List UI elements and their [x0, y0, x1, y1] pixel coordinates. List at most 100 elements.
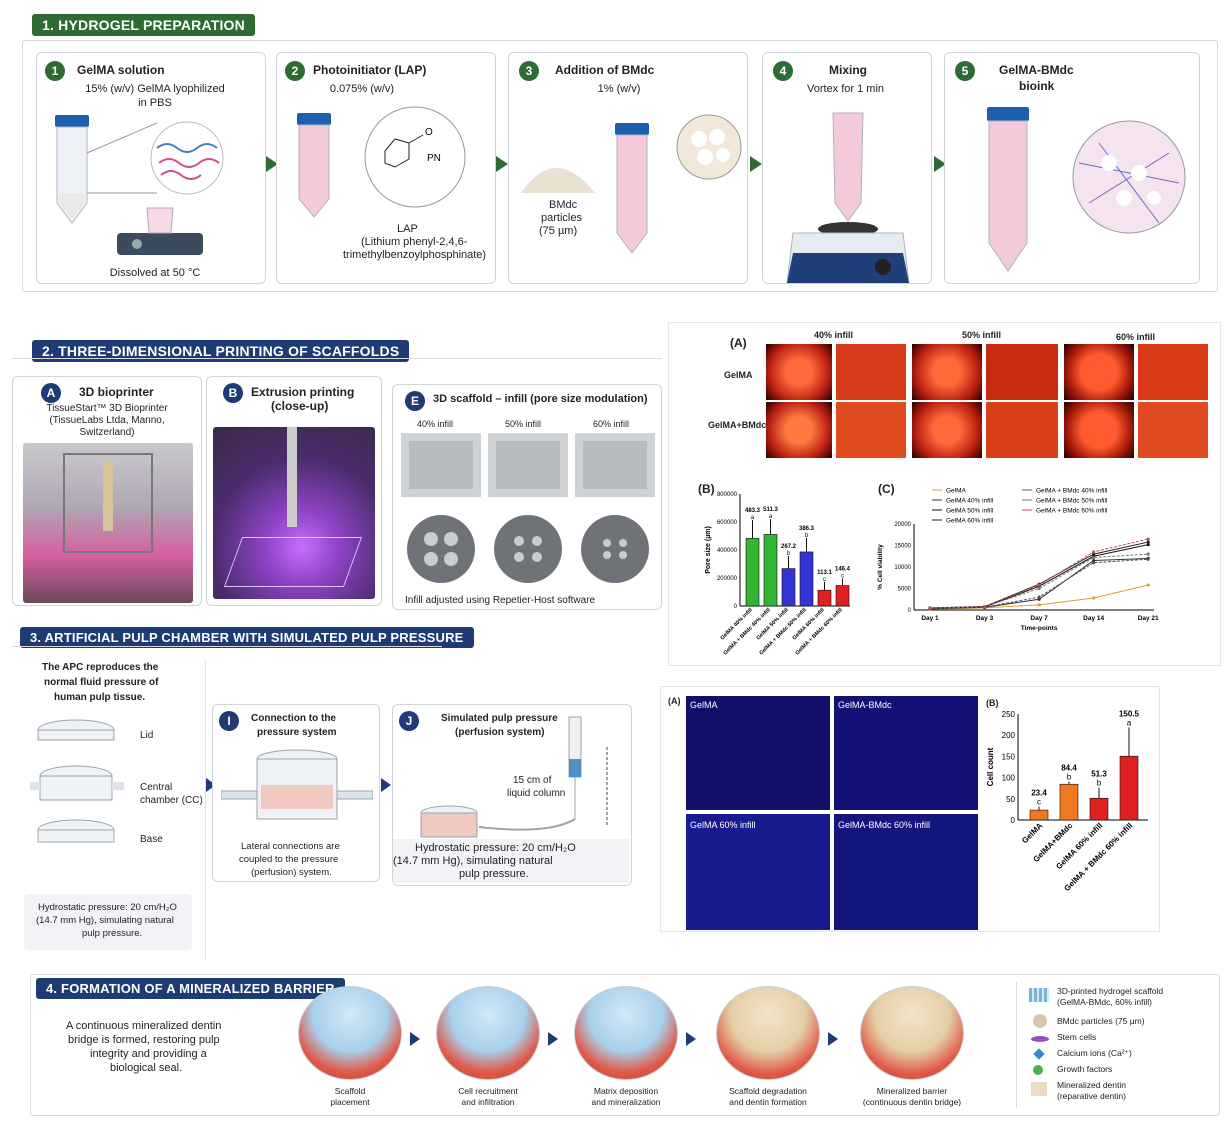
panel-a-title: 3D bioprinter — [79, 385, 154, 399]
viability-x-tick: Day 21 — [1138, 615, 1159, 622]
lap-label2: (Lithium phenyl-2,4,6- — [361, 236, 468, 248]
viability-point — [1146, 552, 1150, 556]
panel-e-infill: E 3D scaffold – infill (pore size modula… — [392, 384, 662, 610]
legend-calcium-icon — [1033, 1048, 1045, 1060]
panel-j-hp-3: pulp pressure. — [459, 868, 529, 880]
legend-scaffold-icon — [1029, 988, 1049, 1002]
panel-i-letter: I — [219, 711, 239, 731]
apc-exploded-illustration — [30, 719, 124, 843]
stage-arrow — [410, 1032, 420, 1046]
viability-legend-label: GelMA + BMdc 50% infill — [1036, 498, 1108, 505]
figure3-frame — [660, 686, 1160, 932]
arrow-3-4 — [750, 156, 762, 172]
pore-tick-label: 600000 — [717, 520, 738, 526]
panel-a-l2: (TissueLabs Ltda, Manno, — [49, 415, 165, 426]
apc-hp-2: (14.7 mm Hg), simulating natural — [36, 915, 174, 926]
viability-tick-label: 10000 — [894, 565, 911, 571]
legend-bmdc: BMdc particles (75 µm) — [1057, 1016, 1145, 1026]
count-bar — [1089, 797, 1109, 821]
fig2-label-c: (C) — [878, 482, 895, 496]
count-tick-label: 50 — [1006, 795, 1015, 804]
count-y-label: Cell count — [986, 747, 995, 786]
panel-i-d1: Lateral connections are — [241, 841, 340, 852]
fig2-row-gelma: GelMA — [724, 370, 753, 380]
gelma-tube-illustration — [55, 115, 224, 255]
count-bar — [1059, 783, 1079, 821]
pore-tick-label: 0 — [734, 604, 738, 610]
connection-illustration — [221, 749, 373, 820]
viability-x-tick: Day 1 — [921, 615, 939, 622]
extrusion-photo — [213, 427, 375, 599]
pore-bar — [745, 538, 760, 607]
apc-intro-2: normal fluid pressure of — [44, 677, 159, 688]
apc-hp-1: Hydrostatic pressure: 20 cm/H₂O — [38, 902, 177, 913]
pore-letter-label: c — [823, 577, 826, 583]
panel-j-perfusion: J Simulated pulp pressure (perfusion sys… — [392, 704, 632, 886]
count-letter-label: a — [1127, 718, 1132, 727]
step5-title: GelMA-BMdc — [999, 63, 1074, 77]
stage-label: Cell recruitment — [458, 1086, 518, 1096]
legend-dentin-2: (reparative dentin) — [1057, 1091, 1126, 1101]
stage-illustration — [436, 986, 540, 1080]
infill-label-40: 40% infill — [417, 419, 454, 429]
infill-label-50: 50% infill — [505, 419, 542, 429]
pore-tick-label: 400000 — [717, 548, 738, 554]
panel-a-letter: A — [41, 383, 61, 403]
stage-label: (continuous dentin bridge) — [862, 1097, 962, 1107]
stage-label: Mineralized barrier — [876, 1086, 948, 1096]
step4-card: 4 Mixing Vortex for 1 min — [762, 52, 932, 284]
fluorescence-red-grid — [766, 344, 1208, 458]
viability-legend-label: GelMA — [946, 488, 967, 495]
count-letter-label: b — [1097, 779, 1102, 788]
pore-bar — [817, 589, 832, 607]
apc-label-base: Base — [140, 834, 163, 845]
viability-legend-label: GelMA 50% infill — [946, 508, 994, 515]
pore-category-label: GelMA 60% infill — [792, 607, 827, 642]
step4-desc: Vortex for 1 min — [807, 83, 885, 95]
viability-x-tick: Day 3 — [976, 615, 994, 622]
arrow-apc-i — [206, 778, 216, 792]
viability-point — [1092, 596, 1096, 600]
pore-tick-label: 200000 — [717, 576, 738, 582]
figure2-frame — [668, 322, 1221, 666]
section1-header: 1. HYDROGEL PREPARATION — [32, 14, 255, 36]
fig2-label-a: (A) — [730, 336, 747, 350]
dapi-label-gelma-bmdc: GelMA-BMdc — [838, 700, 892, 710]
panel-b-letter: B — [223, 383, 243, 403]
step4-title: Mixing — [829, 63, 867, 77]
viability-point — [1092, 555, 1096, 560]
panel-i-connection: I Connection to the pressure system Late… — [212, 704, 380, 882]
panel-i-d3: (perfusion) system. — [251, 867, 332, 878]
viability-tick-label: 0 — [908, 608, 912, 614]
stage-arrow — [828, 1032, 838, 1046]
panel-i-t1: Connection to the — [251, 713, 336, 724]
s4-intro-2: bridge is formed, restoring pulp — [68, 1034, 220, 1046]
panel-j-hp-box: Hydrostatic pressure: 20 cm/H₂O (14.7 mm… — [393, 839, 629, 883]
count-tick-label: 150 — [1002, 752, 1016, 761]
apc-label-lid: Lid — [140, 730, 154, 741]
step2-desc: 0.075% (w/v) — [329, 83, 395, 95]
pore-y-label: Pore size (µm) — [705, 526, 712, 574]
pore-category-label: GelMA 50% infill — [756, 607, 791, 642]
step1-desc2: in PBS — [138, 97, 172, 109]
pore-letter-label: b — [805, 533, 809, 539]
legend-growth: Growth factors — [1057, 1064, 1113, 1074]
stage-illustration — [574, 986, 678, 1080]
stage-illustration — [716, 986, 820, 1080]
count-tick-label: 200 — [1002, 731, 1016, 740]
viability-x-label: Time-points — [1021, 625, 1058, 632]
panel-j-t1: Simulated pulp pressure — [441, 713, 558, 724]
legend-dentin-icon — [1031, 1082, 1047, 1096]
panel-b-title2: (close-up) — [271, 399, 329, 413]
lap-molecule-illustration: O PN — [297, 106, 466, 218]
viability-point — [1146, 543, 1150, 547]
perfusion-illustration — [420, 716, 608, 838]
step5-number: 5 — [955, 61, 975, 81]
arrow-2-3 — [496, 156, 508, 172]
legend-stemcell: Stem cells — [1057, 1032, 1097, 1042]
apc-hp-box: Hydrostatic pressure: 20 cm/H₂O (14.7 mm… — [24, 894, 192, 950]
pore-tick-label: 800000 — [717, 492, 738, 498]
step1-card: 1 GelMA solution 15% (w/v) GelMA lyophil… — [36, 52, 266, 284]
step5-desc: bioink — [1019, 79, 1055, 93]
